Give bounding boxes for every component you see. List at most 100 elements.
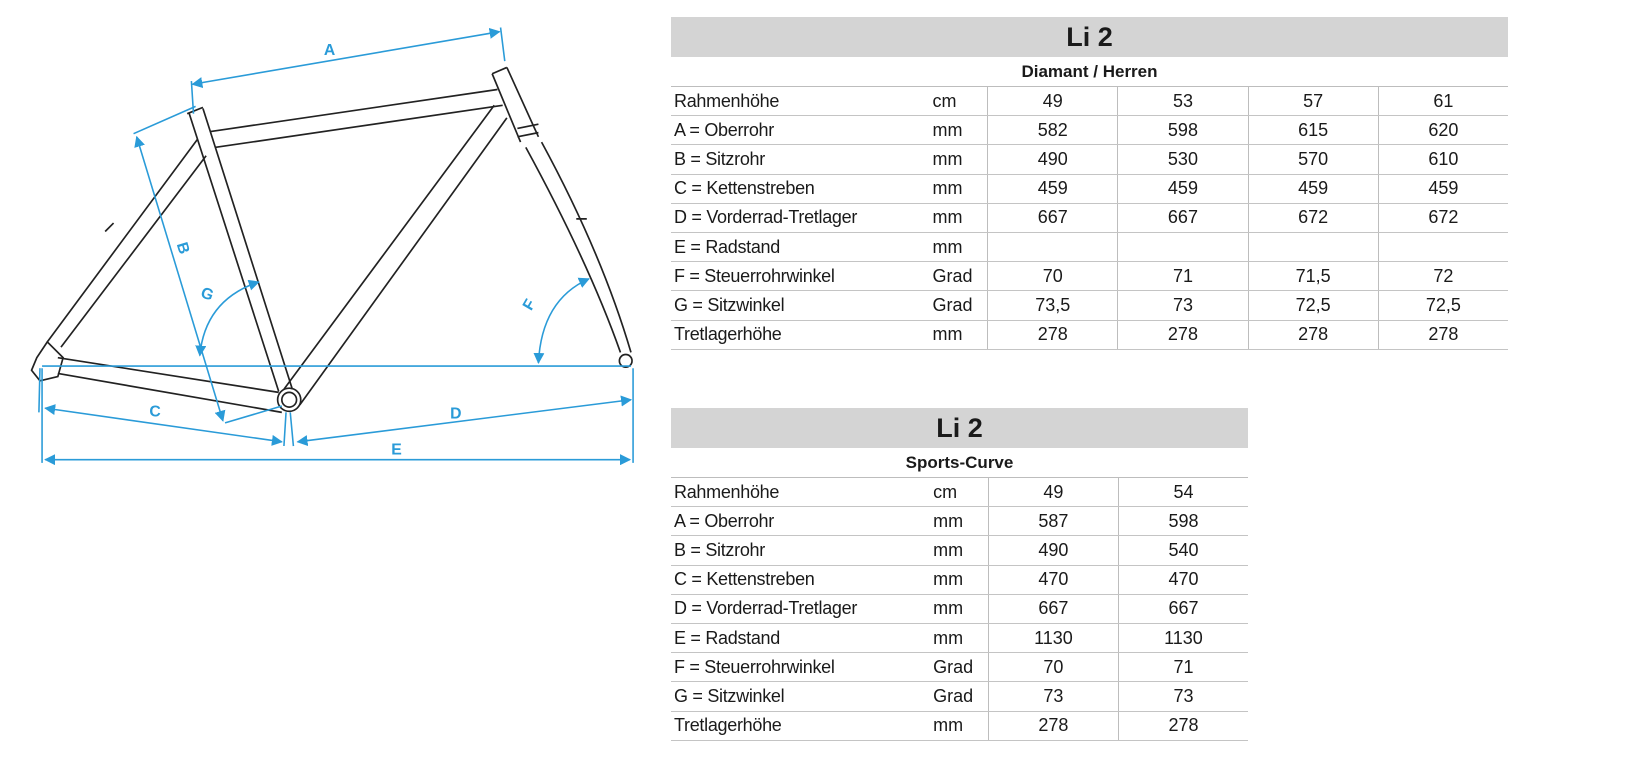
row-unit: mm	[932, 148, 963, 169]
row-unit: mm	[933, 627, 964, 648]
row-label: Tretlagerhöhe	[674, 324, 782, 345]
row-unit: Grad	[932, 294, 973, 315]
table-subtitle: Sports-Curve	[671, 448, 1248, 478]
table-row: F = Steuerrohrwinkel Grad 70 71 71,5 72	[671, 262, 1508, 292]
row-unit: mm	[933, 510, 964, 531]
label-a: A	[324, 42, 335, 59]
cell-value: 71	[1117, 653, 1248, 682]
table-title: Li 2	[671, 408, 1248, 448]
cell-value: 667	[1117, 594, 1248, 623]
cell-value: 490	[987, 145, 1117, 174]
cell-value: 470	[1117, 565, 1248, 594]
cell-value: 72	[1377, 262, 1508, 291]
cell-value: 71,5	[1247, 262, 1378, 291]
dimension-lines	[38, 27, 634, 466]
row-label: D = Vorderrad-Tretlager	[674, 207, 858, 228]
cell-value: 73	[1117, 291, 1247, 320]
table-row: A = Oberrohr mm 587 598	[671, 507, 1248, 537]
label-g: G	[198, 284, 215, 304]
row-label: G = Sitzwinkel	[674, 685, 785, 706]
head-tube	[491, 66, 540, 143]
table-row: A = Oberrohr mm 582 598 615 620	[671, 116, 1508, 146]
seat-tube	[186, 106, 294, 392]
cell-value	[1117, 232, 1247, 262]
label-b: B	[173, 240, 193, 256]
table-row: D = Vorderrad-Tretlager mm 667 667 672 672	[671, 203, 1508, 233]
cell-value: 278	[1377, 320, 1508, 349]
cell-value: 278	[1247, 320, 1378, 349]
cell-value: 667	[987, 594, 1118, 623]
row-unit: mm	[932, 207, 963, 228]
cell-value: 610	[1377, 145, 1508, 174]
row-label: C = Kettenstreben	[674, 178, 815, 199]
row-label: E = Radstand	[674, 236, 780, 257]
bike-frame-geometry-diagram: A B C D E F G	[30, 27, 634, 466]
cell-value	[1377, 232, 1508, 262]
row-label: A = Oberrohr	[674, 119, 774, 140]
cell-value: 72,5	[1377, 291, 1508, 320]
cell-value	[987, 232, 1117, 262]
row-label: D = Vorderrad-Tretlager	[674, 598, 858, 619]
table-row: C = Kettenstreben mm 459 459 459 459	[671, 174, 1508, 204]
cell-value: 49	[987, 87, 1117, 116]
row-unit: cm	[933, 481, 958, 502]
cell-value: 70	[987, 653, 1118, 682]
row-label: Tretlagerhöhe	[674, 715, 782, 736]
cell-value: 470	[987, 565, 1118, 594]
cell-value: 1130	[987, 623, 1118, 653]
table-row: F = Steuerrohrwinkel Grad 70 71	[671, 653, 1248, 683]
table-row: E = Radstand mm 1130 1130	[671, 623, 1248, 654]
row-unit: mm	[933, 539, 964, 560]
label-f: F	[520, 296, 540, 313]
table-row: E = Radstand mm	[671, 232, 1508, 263]
cell-value: 540	[1117, 536, 1248, 565]
geometry-table-sports-curve: Li 2 Sports-Curve Rahmenhöhe cm 49 54 A = Ob…	[671, 408, 1248, 741]
row-unit: Grad	[933, 685, 974, 706]
cell-value: 61	[1377, 87, 1508, 116]
dimension-labels: A B C D E F G	[149, 42, 539, 459]
cell-value: 72,5	[1247, 291, 1378, 320]
cell-value: 598	[1117, 507, 1248, 536]
frame-drawing	[30, 66, 633, 414]
cell-value: 459	[1247, 174, 1378, 203]
cell-value: 73,5	[987, 291, 1117, 320]
table-row: Rahmenhöhe cm 49 53 57 61	[671, 87, 1508, 117]
row-label: C = Kettenstreben	[674, 569, 815, 590]
table-row: G = Sitzwinkel Grad 73,5 73 72,5 72,5	[671, 291, 1508, 321]
cell-value: 1130	[1117, 623, 1248, 653]
cell-value: 672	[1247, 203, 1378, 232]
cell-value: 530	[1117, 145, 1247, 174]
row-unit: mm	[932, 119, 963, 140]
row-label: B = Sitzrohr	[674, 539, 765, 560]
table-row: Tretlagerhöhe mm 278 278 278 278	[671, 320, 1508, 350]
row-label: F = Steuerrohrwinkel	[674, 265, 835, 286]
cell-value: 587	[987, 507, 1118, 536]
cell-value: 278	[1117, 320, 1247, 349]
cell-value: 598	[1117, 116, 1247, 145]
dropout	[30, 340, 65, 382]
cell-value: 73	[1117, 682, 1248, 711]
cell-value: 278	[1117, 711, 1248, 740]
cell-value: 615	[1247, 116, 1378, 145]
row-unit: mm	[933, 715, 964, 736]
cell-value: 620	[1377, 116, 1508, 145]
cell-value	[1247, 232, 1378, 262]
row-label: A = Oberrohr	[674, 510, 774, 531]
row-label: G = Sitzwinkel	[674, 294, 785, 315]
table-row: Tretlagerhöhe mm 278 278	[671, 711, 1248, 741]
cell-value: 570	[1247, 145, 1378, 174]
cell-value: 70	[987, 262, 1117, 291]
row-label: B = Sitzrohr	[674, 148, 765, 169]
cell-value: 490	[987, 536, 1118, 565]
table-row: B = Sitzrohr mm 490 530 570 610	[671, 145, 1508, 175]
cell-value: 582	[987, 116, 1117, 145]
row-unit: cm	[932, 90, 957, 111]
table-subtitle: Diamant / Herren	[671, 57, 1508, 87]
top-tube	[210, 88, 503, 149]
row-unit: mm	[933, 598, 964, 619]
cell-value: 667	[1117, 203, 1247, 232]
row-unit: Grad	[933, 656, 974, 677]
table-title: Li 2	[671, 17, 1508, 57]
cell-value: 71	[1117, 262, 1247, 291]
table-row: C = Kettenstreben mm 470 470	[671, 565, 1248, 595]
